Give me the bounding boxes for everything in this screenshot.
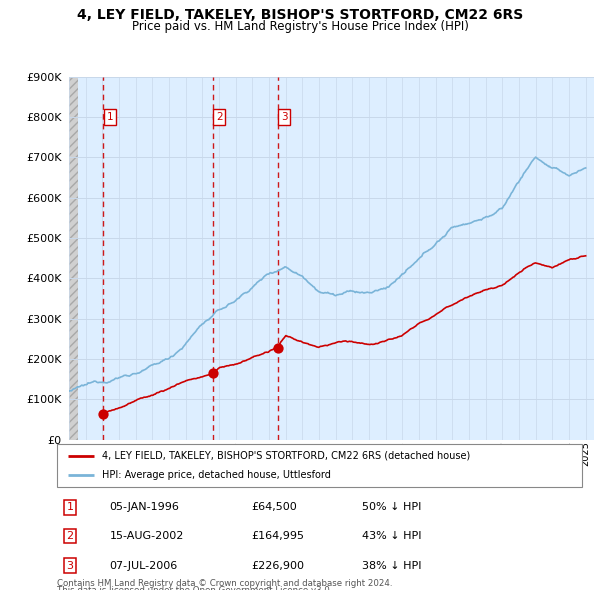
Text: Price paid vs. HM Land Registry's House Price Index (HPI): Price paid vs. HM Land Registry's House … [131,20,469,33]
Text: 3: 3 [67,560,74,571]
Text: 2: 2 [216,112,223,122]
Point [208,368,217,378]
Text: 3: 3 [281,112,287,122]
Text: 38% ↓ HPI: 38% ↓ HPI [361,560,421,571]
Text: 05-JAN-1996: 05-JAN-1996 [110,502,179,512]
Text: 4, LEY FIELD, TAKELEY, BISHOP'S STORTFORD, CM22 6RS (detached house): 4, LEY FIELD, TAKELEY, BISHOP'S STORTFOR… [101,451,470,461]
Text: £164,995: £164,995 [251,531,304,541]
Text: £226,900: £226,900 [251,560,304,571]
Text: Contains HM Land Registry data © Crown copyright and database right 2024.: Contains HM Land Registry data © Crown c… [57,579,392,588]
Text: This data is licensed under the Open Government Licence v3.0.: This data is licensed under the Open Gov… [57,586,332,590]
Text: 07-JUL-2006: 07-JUL-2006 [110,560,178,571]
Text: HPI: Average price, detached house, Uttlesford: HPI: Average price, detached house, Uttl… [101,470,331,480]
Bar [69,77,78,440]
Text: 15-AUG-2002: 15-AUG-2002 [110,531,184,541]
Text: 1: 1 [67,502,74,512]
Text: £64,500: £64,500 [251,502,297,512]
Text: 50% ↓ HPI: 50% ↓ HPI [361,502,421,512]
Text: 43% ↓ HPI: 43% ↓ HPI [361,531,421,541]
Point [273,343,283,353]
Text: 1: 1 [106,112,113,122]
Point [98,409,108,418]
Text: 2: 2 [67,531,74,541]
Text: 4, LEY FIELD, TAKELEY, BISHOP'S STORTFORD, CM22 6RS: 4, LEY FIELD, TAKELEY, BISHOP'S STORTFOR… [77,8,523,22]
